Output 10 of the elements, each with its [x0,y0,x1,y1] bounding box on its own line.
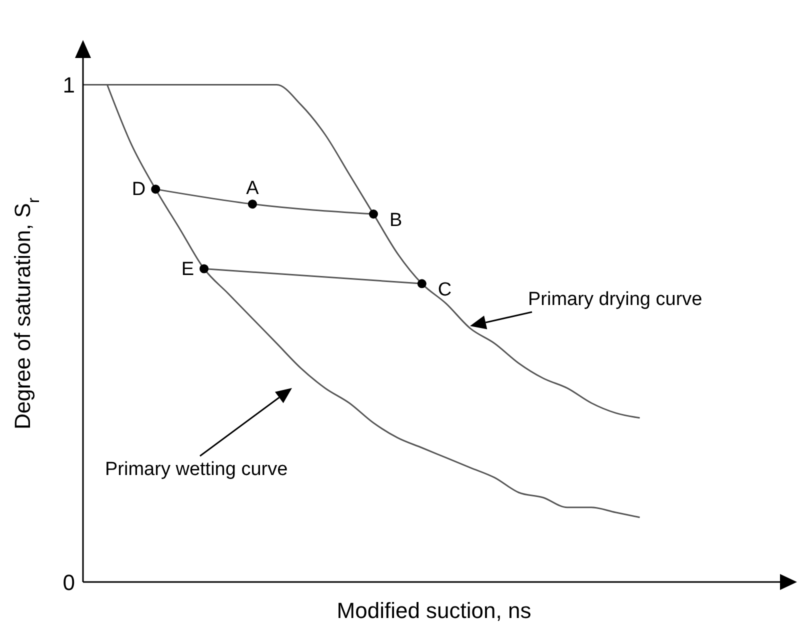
data-label: E [181,258,194,280]
data-label: C [438,280,452,301]
data-label: A [246,178,260,200]
data-label: B [389,210,402,232]
data-label: D [132,179,146,200]
annotation: Primary wetting curve [105,459,288,480]
annotation: Primary drying curve [528,289,702,310]
x-axis-title: Modified suction, ns [336,598,532,623]
y-tick-label: 1 [62,72,75,98]
y-tick-label: 0 [62,570,75,595]
